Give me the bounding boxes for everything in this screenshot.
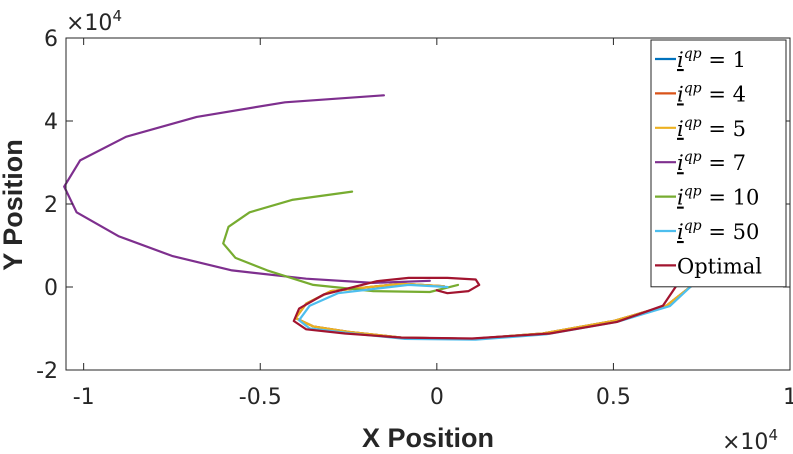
legend-label: iqp = 50 — [677, 218, 759, 244]
legend-label: iqp = 1 — [677, 46, 746, 72]
x-axis-label: X Position — [362, 423, 494, 453]
legend-label: iqp = 5 — [677, 115, 746, 141]
y-axis-multiplier-exponent: 4 — [112, 7, 122, 25]
legend-entry: iqp = 5 — [655, 115, 746, 141]
y-axis-label: Y Position — [0, 139, 28, 271]
series-line-5 — [298, 283, 693, 341]
y-tick-label: 4 — [44, 110, 58, 135]
legend-label: iqp = 10 — [677, 184, 759, 210]
y-tick-label: 2 — [44, 193, 58, 218]
series-line-3 — [63, 94, 431, 284]
series-line-6 — [292, 276, 679, 340]
x-axis-multiplier-exponent: 4 — [768, 426, 778, 444]
legend-label: Optimal — [677, 254, 762, 278]
x-tick-label: 0 — [430, 385, 444, 410]
x-tick-label: -1 — [73, 385, 95, 410]
legend-entry: iqp = 50 — [655, 218, 759, 244]
x-tick-label: -0.5 — [239, 385, 282, 410]
x-axis-multiplier: ×104 — [722, 426, 778, 454]
legend-entry: iqp = 1 — [655, 46, 746, 72]
y-axis-multiplier: ×104 — [66, 7, 122, 36]
x-tick-label: 0.5 — [596, 385, 631, 410]
legend-entry: Optimal — [655, 254, 762, 278]
legend-entry: iqp = 4 — [655, 80, 746, 106]
y-tick-label: 6 — [44, 27, 58, 52]
plot-lines — [63, 94, 693, 341]
x-tick-label: 1 — [783, 385, 793, 410]
legend-label: iqp = 7 — [677, 149, 746, 175]
legend-label: iqp = 4 — [677, 80, 746, 106]
tick-labels: -1 -0.5 0 0.5 1 -2 0 2 4 6 — [36, 27, 793, 410]
legend-box — [650, 39, 787, 288]
y-tick-label: 0 — [44, 276, 58, 301]
legend-entry: iqp = 10 — [655, 184, 759, 210]
legend-entry: iqp = 7 — [655, 149, 746, 175]
legend: iqp = 1 iqp = 4 iqp = 5 iqp = 7 iqp = 10 iqp … — [650, 39, 787, 288]
series-line-4 — [222, 190, 460, 294]
series-line-2 — [294, 282, 693, 340]
y-tick-label: -2 — [36, 359, 58, 384]
